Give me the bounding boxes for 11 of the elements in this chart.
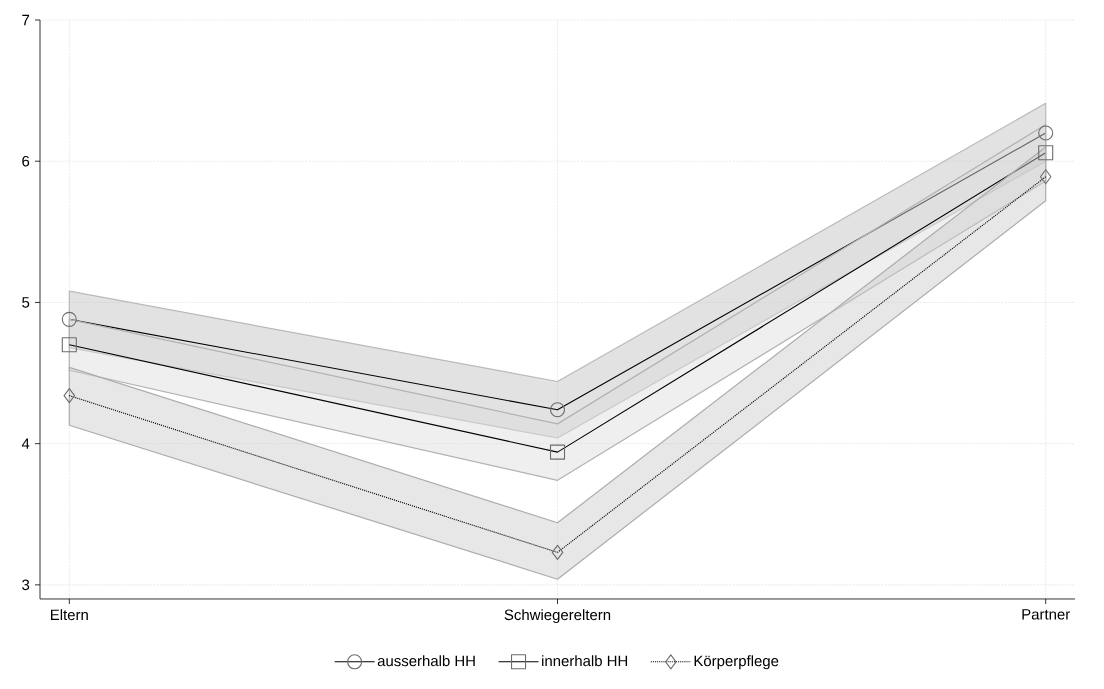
x-tick-label: Schwiegereltern (504, 609, 611, 624)
x-tick-label: Eltern (51, 609, 88, 621)
y-tick-label: 7 (22, 14, 30, 26)
y-tick-label: 4 (21, 438, 30, 449)
legend-label: ausserhalb HH (377, 655, 475, 667)
x-tick-label: Partner (1022, 609, 1070, 620)
legend-label: innerhalb HH (542, 655, 628, 667)
legend-label: Körperpflege (694, 655, 779, 670)
y-tick-label: 3 (22, 579, 30, 591)
y-tick-label: 5 (22, 297, 30, 308)
y-tick-label: 6 (22, 155, 30, 167)
